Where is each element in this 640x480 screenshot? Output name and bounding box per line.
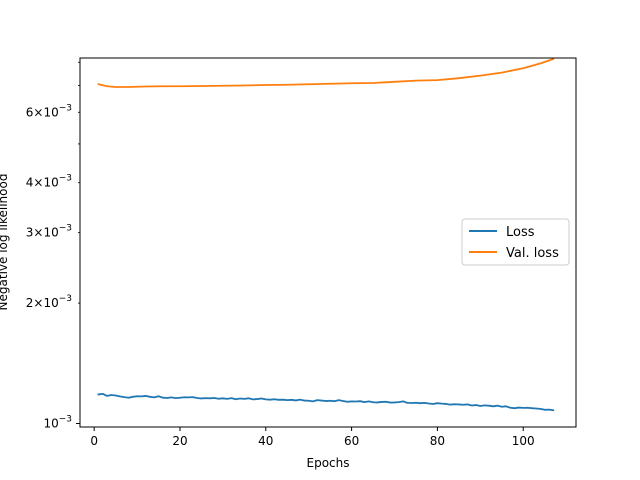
y-axis-label: Negative log likelihood xyxy=(0,174,10,311)
y-tick-label: 6×10−3 xyxy=(26,103,72,119)
x-tick-label: 0 xyxy=(90,434,98,448)
x-tick-label: 80 xyxy=(430,434,445,448)
legend: Loss Val. loss xyxy=(461,218,570,266)
x-tick-label: 100 xyxy=(512,434,535,448)
y-tick-label: 10−3 xyxy=(43,414,72,430)
legend-label-loss: Loss xyxy=(506,225,535,240)
legend-label-val-loss: Val. loss xyxy=(506,246,559,261)
y-tick-label: 4×10−3 xyxy=(26,174,72,190)
x-axis: 0 20 40 60 80 100 xyxy=(90,427,535,448)
x-tick-label: 60 xyxy=(344,434,359,448)
x-axis-label: Epochs xyxy=(307,456,350,470)
series-layer xyxy=(97,57,555,412)
series-line-1 xyxy=(97,57,555,88)
y-axis: 10−3 2×10−3 3×10−3 4×10−3 6×10−3 xyxy=(26,61,80,430)
y-tick-label: 2×10−3 xyxy=(26,294,72,310)
x-tick-label: 20 xyxy=(172,434,187,448)
y-tick-label: 3×10−3 xyxy=(26,224,72,240)
plot-frame xyxy=(79,57,577,428)
x-tick-label: 40 xyxy=(258,434,273,448)
series-line-0 xyxy=(97,392,555,412)
